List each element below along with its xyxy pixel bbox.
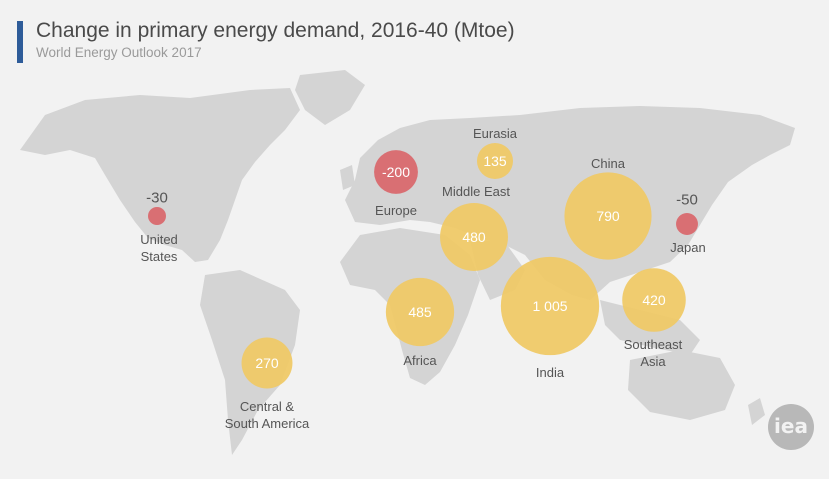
bubble-middle-east [440, 203, 508, 271]
bubble-eurasia [476, 142, 514, 180]
label-united-states: United States [140, 232, 178, 264]
bubble-central-south-america [241, 337, 293, 389]
bubble-japan [676, 213, 698, 235]
value-middle-east: 480 [462, 229, 486, 245]
value-united-states: -30 [146, 189, 168, 207]
value-africa: 485 [408, 304, 432, 320]
label-india: India [535, 365, 565, 380]
value-eurasia: 135 [483, 153, 507, 169]
landmass-australia [628, 350, 735, 420]
label-europe: Europe [375, 203, 417, 218]
iea-logo-text: iea [774, 414, 808, 438]
iea-logo: iea [768, 404, 814, 450]
region-bubbles [148, 142, 698, 389]
bubble-india [500, 256, 600, 356]
value-japan: -50 [676, 191, 698, 209]
value-china: 790 [596, 208, 620, 224]
bubble-europe [374, 150, 418, 194]
label-eurasia: Eurasia [472, 126, 518, 141]
label-middle-east: Middle East [442, 184, 510, 199]
label-southeast-asia: Southeast Asia [623, 337, 683, 369]
value-southeast-asia: 420 [642, 292, 666, 308]
title-accent-bar [17, 21, 23, 63]
bubble-southeast-asia [622, 268, 686, 332]
bubble-china [564, 172, 652, 260]
landmass-north-america [20, 88, 300, 262]
value-europe: -200 [381, 164, 411, 180]
label-japan: Japan [670, 240, 706, 255]
value-india: 1 005 [532, 298, 568, 314]
landmasses [20, 70, 795, 455]
chart-subtitle: World Energy Outlook 2017 [36, 45, 202, 60]
label-china: China [591, 156, 625, 171]
bubble-united-states [148, 207, 166, 225]
landmass-uk [340, 165, 355, 190]
chart-title: Change in primary energy demand, 2016-40… [36, 19, 515, 42]
value-central-south-america: 270 [255, 355, 279, 371]
bubble-africa [385, 277, 455, 347]
landmass-greenland [295, 70, 365, 125]
label-africa: Africa [403, 353, 437, 368]
landmass-new-zealand [748, 398, 765, 425]
label-central-south-america: Central & South America [224, 399, 310, 431]
